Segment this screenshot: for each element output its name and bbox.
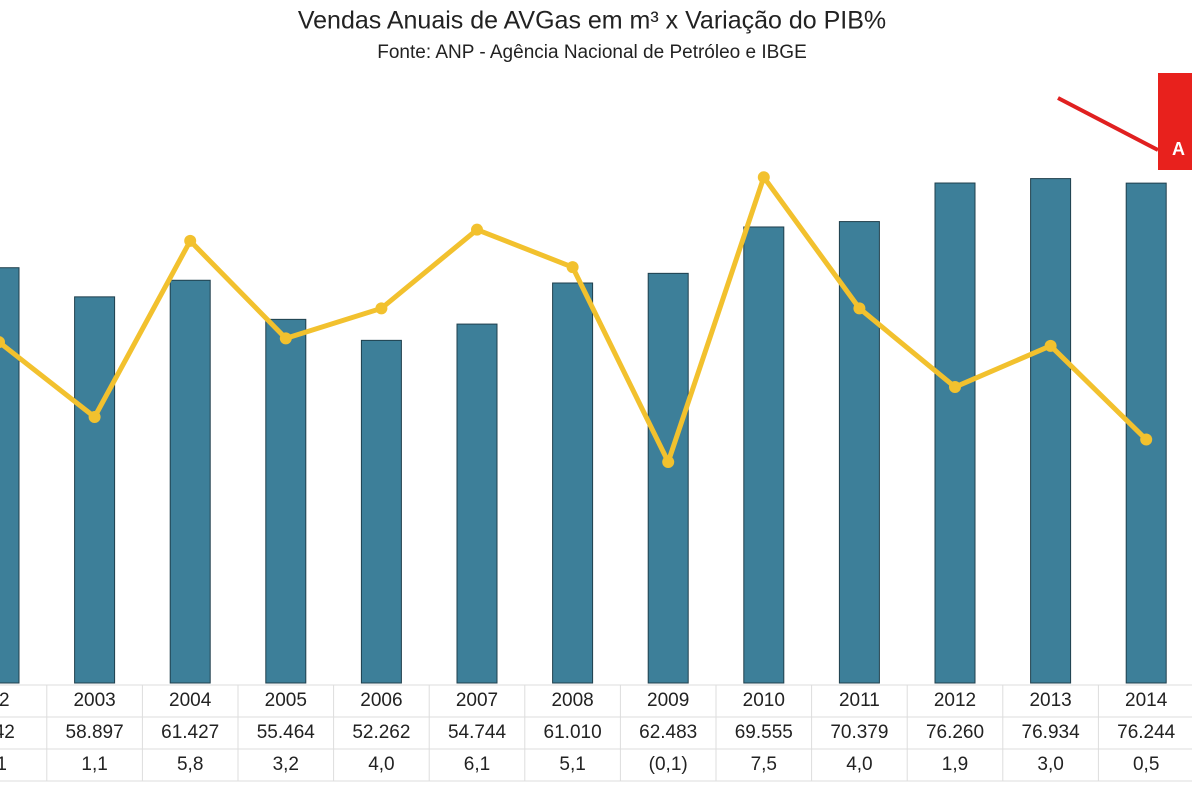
table-value: 69.555 [735, 722, 793, 743]
line-point [0, 336, 5, 348]
x-tick-label: 2005 [265, 690, 307, 711]
bar [838, 221, 880, 684]
line-point [471, 223, 483, 236]
x-tick-label: 02 [0, 690, 10, 711]
x-tick-label: 2014 [1125, 690, 1168, 711]
bar [169, 279, 211, 684]
x-tick-label: 2004 [169, 690, 212, 711]
table-value: 1,9 [942, 754, 968, 775]
table-value: 61.010 [544, 722, 602, 743]
x-tick-label: 2010 [743, 690, 785, 711]
table-value: 3,0 [1037, 754, 1063, 775]
table-value: 5,8 [177, 754, 203, 775]
table-value: 4,0 [368, 754, 394, 775]
x-tick-label: 2003 [73, 690, 115, 711]
bar [360, 339, 402, 684]
line-point [566, 261, 579, 274]
line-point [375, 302, 388, 315]
annotation-box [1158, 73, 1192, 170]
table-value: 5,1 [559, 754, 585, 775]
bar [0, 267, 20, 684]
x-tick-label: 2007 [456, 690, 498, 711]
annotation-arrow [1057, 96, 1159, 152]
bar [456, 323, 498, 684]
x-tick-label: 2012 [934, 690, 976, 711]
annotation-text: A [1172, 139, 1185, 159]
table-value: 6,1 [464, 754, 490, 775]
line-point [1140, 433, 1153, 446]
table-value: 61.427 [161, 722, 219, 743]
chart-title: Vendas Anuais de AVGas em m³ x Variação … [298, 7, 886, 35]
line-point [662, 455, 675, 468]
bar [552, 282, 594, 684]
table-value: 7,5 [751, 754, 777, 775]
x-tick-label: 2008 [551, 690, 593, 711]
bar [1125, 182, 1167, 684]
line-point [184, 234, 197, 247]
table-value: 76.934 [1022, 722, 1081, 743]
table-value: 76.260 [926, 722, 984, 743]
x-tick-label: 2006 [360, 690, 402, 711]
line-point [1044, 339, 1057, 352]
line-point [949, 381, 961, 394]
x-tick-label: 2009 [647, 690, 689, 711]
table-value: 62.483 [639, 722, 697, 743]
line-point [757, 171, 770, 184]
bar [74, 296, 116, 684]
bar [934, 182, 976, 684]
line-point [279, 332, 292, 345]
table-value: 0,5 [1133, 754, 1159, 775]
table-value: 1,1 [81, 754, 107, 775]
bar [647, 272, 689, 684]
bar [1030, 178, 1072, 684]
line-point [853, 302, 866, 315]
bar [265, 318, 307, 684]
table-value: 52.262 [352, 722, 410, 743]
table-value: 342 [0, 722, 15, 743]
chart-subtitle: Fonte: ANP - Agência Nacional de Petróle… [377, 42, 807, 63]
table-value: 70.379 [830, 722, 888, 743]
x-tick-label: 2013 [1029, 690, 1071, 711]
line-point [88, 411, 101, 424]
table-value: (0,1) [649, 754, 688, 775]
table-value: 4,0 [846, 754, 872, 775]
table-value: 58.897 [66, 722, 124, 743]
x-tick-label: 2011 [839, 690, 880, 711]
table-value: 3,2 [273, 754, 299, 775]
table-value: 54.744 [448, 722, 507, 743]
bar [743, 226, 785, 684]
table-value: 55.464 [257, 722, 316, 743]
table-value: ,1 [0, 754, 7, 775]
table-value: 76.244 [1117, 722, 1176, 743]
